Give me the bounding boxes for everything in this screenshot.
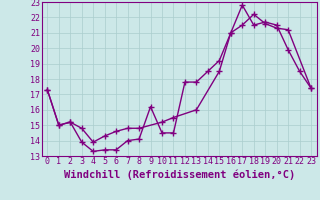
X-axis label: Windchill (Refroidissement éolien,°C): Windchill (Refroidissement éolien,°C) bbox=[64, 169, 295, 180]
